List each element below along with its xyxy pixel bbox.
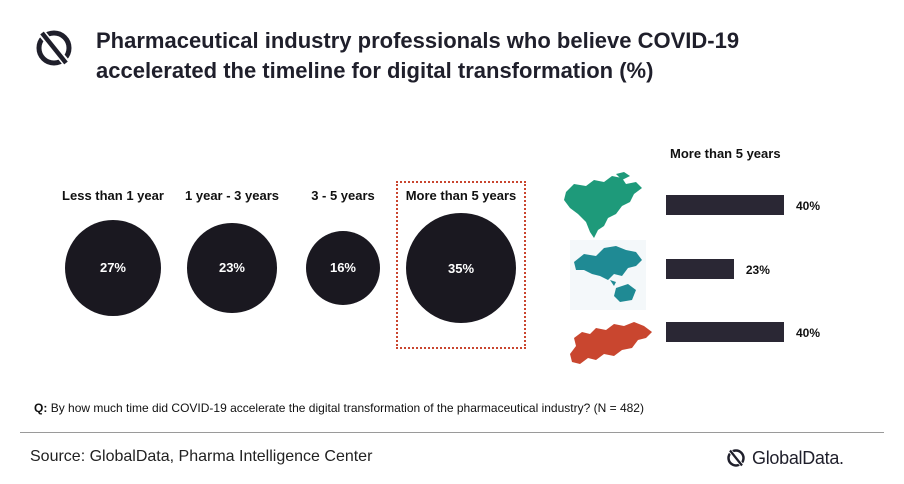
survey-question: Q: By how much time did COVID-19 acceler… bbox=[34, 401, 644, 415]
bubble-value-label: 27% bbox=[99, 260, 126, 276]
bubble-value-label: 23% bbox=[218, 260, 245, 276]
north-america-map-icon bbox=[564, 172, 642, 238]
region-bar-value-label: 23% bbox=[745, 263, 770, 277]
bubble: 23% bbox=[187, 223, 277, 313]
brand-name: GlobalData. bbox=[752, 447, 844, 468]
brand-logo: GlobalData. bbox=[724, 446, 844, 470]
question-prefix: Q: bbox=[34, 401, 48, 415]
region-bar-value-label: 40% bbox=[796, 199, 821, 213]
asia-pacific-map-icon bbox=[570, 240, 646, 310]
globaldata-logo-icon bbox=[36, 28, 72, 68]
region-bar bbox=[666, 322, 784, 342]
bubble-value-label: 35% bbox=[447, 260, 475, 276]
bubble: 16% bbox=[305, 230, 381, 306]
question-text: By how much time did COVID-19 accelerate… bbox=[50, 401, 644, 415]
region-bar bbox=[666, 259, 734, 279]
bubble-category-label: More than 5 years bbox=[405, 188, 517, 203]
highlight-box bbox=[396, 181, 526, 349]
bubble: 27% bbox=[64, 219, 162, 317]
region-chart-title: More than 5 years bbox=[670, 146, 781, 161]
globaldata-brand-icon bbox=[727, 448, 745, 468]
bubble: 35% bbox=[406, 213, 516, 323]
europe-map-icon bbox=[570, 322, 652, 364]
region-bar bbox=[666, 195, 784, 215]
region-bar-value-label: 40% bbox=[796, 326, 821, 340]
footer-divider bbox=[20, 432, 884, 433]
bubble-category-label: 1 year - 3 years bbox=[185, 188, 279, 203]
source-note: Source: GlobalData, Pharma Intelligence … bbox=[30, 448, 373, 465]
bubble-category-label: 3 - 5 years bbox=[311, 188, 375, 203]
chart-title: Pharmaceutical industry professionals wh… bbox=[96, 28, 740, 83]
bubble-category-label: Less than 1 year bbox=[62, 188, 164, 203]
bubble-value-label: 16% bbox=[329, 260, 356, 276]
